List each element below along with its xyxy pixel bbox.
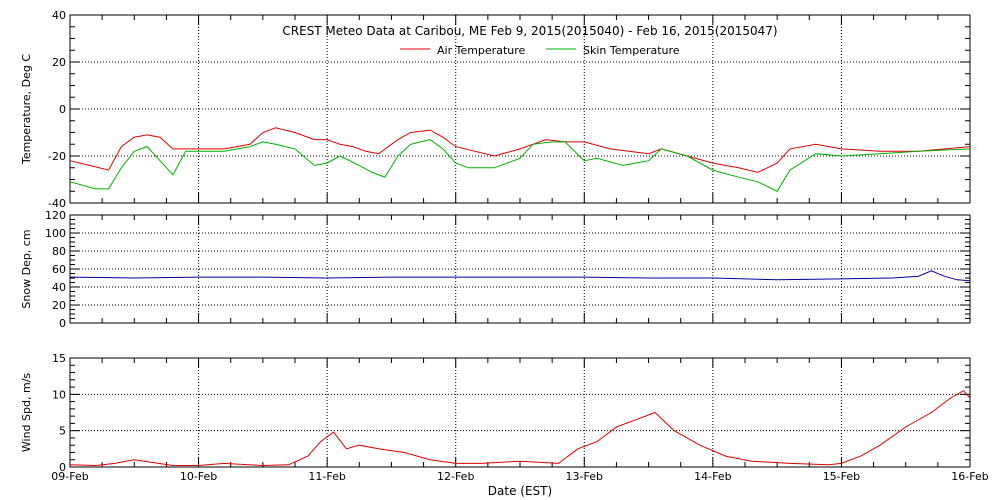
y-axis-label: Temperature, Deg C	[20, 54, 33, 165]
series-line-snow-depth	[69, 270, 971, 282]
series-line-skin-temperature	[69, 139, 971, 192]
y-tick-label: 100	[45, 227, 66, 240]
y-tick-label: 15	[52, 352, 66, 365]
legend: Air Temperature Skin Temperature	[400, 44, 680, 57]
panel-frame	[69, 357, 971, 468]
y-axis-label: Wind Spd, m/s	[20, 373, 33, 453]
panel-1: -40 -20 0 20 40 Temperature, Deg C Air Tempera…	[20, 9, 971, 210]
panel-2: 0 20 40 60 80 100 120 Snow Dep, cm	[20, 209, 971, 330]
x-tick-label: 10-Feb	[180, 470, 217, 483]
series-line-wind-speed	[69, 390, 971, 467]
y-tick-label: 80	[52, 245, 66, 258]
y-tick-label: 10	[52, 388, 66, 401]
x-tick-label: 12-Feb	[437, 470, 474, 483]
legend-label-air-temperature: Air Temperature	[437, 44, 526, 57]
y-axis-label: Snow Dep, cm	[20, 229, 33, 308]
y-tick-label: 0	[59, 103, 66, 116]
y-tick-label: 20	[52, 56, 66, 69]
legend-label-skin-temperature: Skin Temperature	[583, 44, 680, 57]
chart-title: CREST Meteo Data at Caribou, ME Feb 9, 2…	[282, 24, 777, 38]
x-tick-labels: 09-Feb 10-Feb 11-Feb 12-Feb 13-Feb 14-Feb 15-F…	[51, 470, 988, 483]
y-tick-label: 0	[59, 461, 66, 474]
x-tick-label: 15-Feb	[823, 470, 860, 483]
x-tick-label: 16-Feb	[951, 470, 988, 483]
x-tick-label: 14-Feb	[694, 470, 731, 483]
y-tick-label: 5	[59, 425, 66, 438]
y-tick-label: 40	[52, 9, 66, 22]
x-axis-label: Date (EST)	[488, 484, 552, 498]
panel-3: 0 5 10 15 Wind Spd, m/s	[20, 352, 971, 474]
y-tick-label: 40	[52, 281, 66, 294]
chart-panels: -40 -20 0 20 40 Temperature, Deg C Air Tempera…	[20, 9, 989, 483]
x-tick-label: 11-Feb	[308, 470, 345, 483]
y-tick-label: 20	[52, 299, 66, 312]
y-tick-label: 60	[52, 263, 66, 276]
panel-frame	[69, 214, 971, 324]
x-tick-label: 13-Feb	[566, 470, 603, 483]
y-tick-label: 0	[59, 317, 66, 330]
y-tick-label: 120	[45, 209, 66, 222]
panel-frame	[69, 14, 971, 204]
y-tick-label: -40	[48, 197, 66, 210]
x-tick-label: 09-Feb	[51, 470, 88, 483]
series-line-air-temperature	[69, 127, 971, 173]
y-tick-label: -20	[48, 150, 66, 163]
